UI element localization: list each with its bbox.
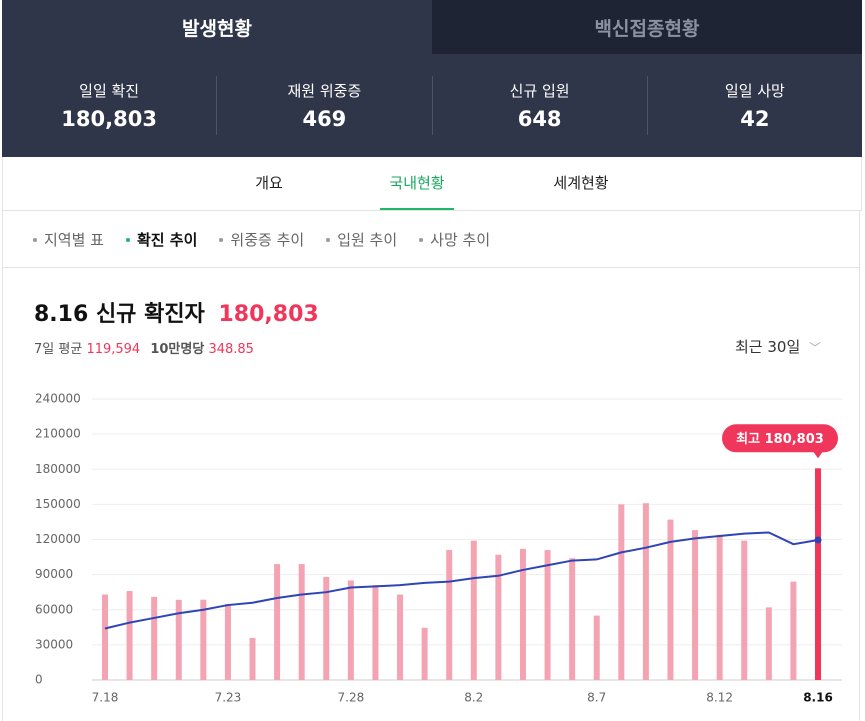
bar bbox=[249, 637, 256, 680]
bar bbox=[667, 519, 674, 680]
nav-tab[interactable]: 세계현황 bbox=[553, 174, 609, 192]
x-tick-label: 8.7 bbox=[587, 691, 606, 705]
bar bbox=[692, 530, 699, 680]
bar bbox=[175, 599, 182, 680]
bar bbox=[347, 580, 354, 680]
bar bbox=[421, 627, 428, 680]
bar bbox=[642, 503, 649, 680]
stat: 신규 입원 648 bbox=[431, 76, 647, 135]
y-tick-label: 180000 bbox=[35, 462, 81, 476]
stat-value: 648 bbox=[517, 107, 562, 131]
bar bbox=[298, 564, 305, 680]
stat-label: 신규 입원 bbox=[509, 82, 570, 100]
sub-tab[interactable]: 입원 추이 bbox=[326, 229, 397, 250]
stat-value: 180,803 bbox=[61, 107, 157, 131]
y-tick-label: 60000 bbox=[35, 602, 73, 616]
y-tick-label: 0 bbox=[35, 673, 43, 687]
bar bbox=[470, 540, 477, 680]
sub-tab[interactable]: 위중증 추이 bbox=[219, 229, 304, 250]
per-label: 10만명당 bbox=[150, 342, 205, 357]
stat: 재원 위중증 469 bbox=[216, 76, 431, 135]
avg-value: 119,594 bbox=[86, 342, 141, 357]
y-tick-label: 120000 bbox=[35, 532, 81, 546]
bar bbox=[765, 607, 772, 680]
stat-label: 일일 확진 bbox=[79, 82, 140, 100]
nav-tab-active[interactable]: 국내현황 bbox=[380, 157, 454, 210]
nav-tab[interactable]: 개요 bbox=[255, 174, 283, 192]
y-tick-label: 240000 bbox=[35, 392, 81, 406]
bar bbox=[323, 576, 330, 680]
bar bbox=[372, 585, 379, 680]
heading-value: 180,803 bbox=[218, 302, 319, 327]
sub-tab[interactable]: 사망 추이 bbox=[419, 229, 490, 250]
y-tick-label: 210000 bbox=[35, 427, 81, 441]
bar bbox=[126, 591, 133, 680]
bar bbox=[544, 550, 551, 680]
bar bbox=[151, 596, 158, 680]
y-tick-label: 30000 bbox=[35, 637, 73, 651]
y-tick-label: 90000 bbox=[35, 567, 73, 581]
bar bbox=[593, 615, 600, 680]
period-label: 최근 30일 bbox=[735, 338, 801, 356]
line-end-dot bbox=[814, 536, 822, 544]
annotation-pointer bbox=[813, 451, 823, 459]
bar bbox=[274, 564, 281, 680]
bar bbox=[102, 594, 108, 680]
y-tick-label: 150000 bbox=[35, 497, 81, 511]
x-tick-label: 7.18 bbox=[92, 691, 119, 705]
stat-label: 일일 사망 bbox=[724, 82, 785, 100]
period-select[interactable]: 최근 30일 ﹀ bbox=[735, 336, 821, 357]
bar bbox=[200, 599, 207, 680]
top-tabs: 발생현황 백신접종현황 bbox=[2, 0, 862, 54]
sub-tab[interactable]: 확진 추이 bbox=[126, 229, 197, 250]
bar bbox=[741, 540, 748, 680]
bar bbox=[815, 468, 821, 680]
bar bbox=[618, 504, 625, 680]
content-frame bbox=[2, 268, 860, 721]
avg-label: 7일 평균 bbox=[34, 342, 83, 357]
heading: 8.16 신규 확진자 180,803 bbox=[34, 296, 319, 328]
stat-label: 재원 위중증 bbox=[287, 82, 362, 100]
annotation: 최고 180,803 bbox=[736, 432, 824, 447]
stat: 일일 사망 42 bbox=[646, 76, 862, 135]
x-tick-label: 8.16 bbox=[803, 691, 833, 705]
x-tick-label: 8.2 bbox=[464, 691, 483, 705]
bar bbox=[495, 554, 502, 680]
x-tick-label: 8.12 bbox=[706, 691, 733, 705]
heading-title: 8.16 신규 확진자 bbox=[34, 302, 205, 327]
bar bbox=[790, 581, 797, 680]
x-tick-label: 7.28 bbox=[338, 691, 365, 705]
summary: 7일 평균 119,594 10만명당 348.85 bbox=[34, 338, 254, 357]
chart: 0 30000 60000 90000 120000 150000 180000 210000… bbox=[35, 392, 842, 705]
x-tick-label: 7.23 bbox=[215, 691, 242, 705]
chevron: ﹀ bbox=[809, 341, 822, 355]
tab-active[interactable]: 발생현황 bbox=[2, 0, 432, 54]
stat-value: 469 bbox=[302, 107, 347, 131]
bar bbox=[397, 594, 404, 680]
stat-value: 42 bbox=[740, 107, 770, 131]
annotation-bubble bbox=[722, 424, 838, 453]
bar bbox=[716, 534, 723, 680]
bar bbox=[446, 550, 453, 680]
line bbox=[104, 531, 819, 630]
bar bbox=[569, 558, 576, 680]
stat: 일일 확진 180,803 bbox=[2, 76, 216, 135]
sub-tab[interactable]: 지역별 표 bbox=[33, 229, 104, 250]
nav-tabs: 개요 국내현황 세계현황 bbox=[2, 157, 862, 211]
tab[interactable]: 백신접종현황 bbox=[432, 0, 862, 54]
bar bbox=[519, 548, 526, 680]
per-value: 348.85 bbox=[208, 342, 254, 357]
stats-row: 일일 확진 180,803 재원 위중증 469 신규 입원 648 일일 사망 42 bbox=[2, 54, 862, 157]
bar bbox=[224, 603, 231, 680]
sub-tabs: 지역별 표 확진 추이 위중증 추이 입원 추이 사망 추이 bbox=[2, 211, 860, 268]
